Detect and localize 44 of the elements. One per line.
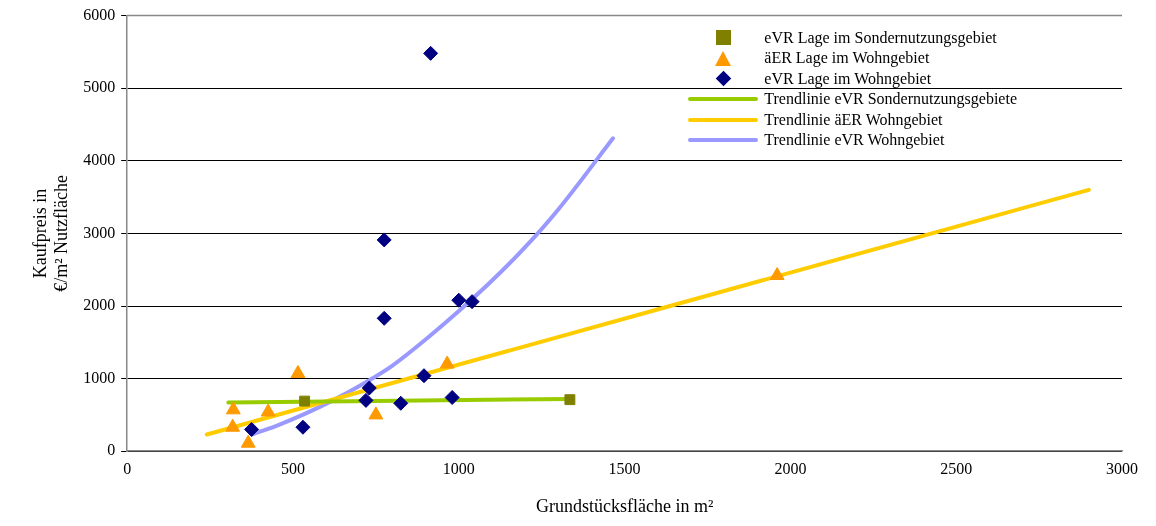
y-tick-label: 2000 bbox=[83, 296, 116, 314]
point bbox=[244, 421, 260, 437]
point bbox=[769, 267, 785, 281]
x-tick-label: 3000 bbox=[1106, 460, 1138, 477]
legend-label: äER Lage im Wohngebiet bbox=[764, 48, 930, 69]
legend-label: Trendlinie eVR Wohngebiet bbox=[764, 130, 945, 151]
point bbox=[423, 45, 439, 61]
point bbox=[260, 403, 276, 417]
point bbox=[225, 418, 241, 432]
legend-label: eVR Lage im Wohngebiet bbox=[764, 68, 932, 89]
point bbox=[451, 292, 467, 308]
point bbox=[393, 395, 409, 411]
point bbox=[564, 394, 576, 406]
y-tick-label: 5000 bbox=[83, 78, 116, 96]
legend-label: eVR Lage im Sondernutzungsgebiet bbox=[764, 27, 997, 48]
x-tick-label: 0 bbox=[123, 460, 132, 477]
point bbox=[295, 419, 311, 435]
x-tick-label: 2000 bbox=[774, 460, 807, 477]
legend-label: Trendlinie äER Wohngebiet bbox=[764, 109, 943, 130]
y-tick-label: 3000 bbox=[83, 223, 116, 241]
y-tick-label: 0 bbox=[107, 441, 116, 459]
x-tick-label: 500 bbox=[281, 460, 305, 477]
y-tick-label: 4000 bbox=[83, 151, 116, 168]
y-tick-label: 1000 bbox=[83, 368, 116, 386]
point bbox=[299, 395, 311, 407]
point bbox=[376, 232, 392, 248]
point bbox=[358, 392, 374, 408]
point bbox=[290, 365, 306, 379]
point bbox=[376, 310, 392, 326]
point bbox=[464, 294, 480, 310]
x-tick-label: 2500 bbox=[940, 460, 973, 477]
y-axis-title: Kaufpreis in €/m² Nutzfläche bbox=[29, 174, 72, 292]
x-axis-title: Grundstücksfläche in m² bbox=[535, 495, 714, 516]
x-tick-label: 1500 bbox=[608, 460, 641, 477]
point bbox=[444, 389, 460, 405]
y-tick-label: 6000 bbox=[83, 5, 116, 23]
point bbox=[439, 355, 455, 369]
point bbox=[416, 368, 432, 384]
legend-label: Trendlinie eVR Sondernutzungsgebiete bbox=[764, 89, 1017, 110]
point bbox=[240, 434, 256, 448]
point bbox=[368, 406, 384, 420]
x-tick-label: 1000 bbox=[442, 460, 475, 477]
point bbox=[225, 401, 241, 415]
point bbox=[361, 380, 377, 396]
